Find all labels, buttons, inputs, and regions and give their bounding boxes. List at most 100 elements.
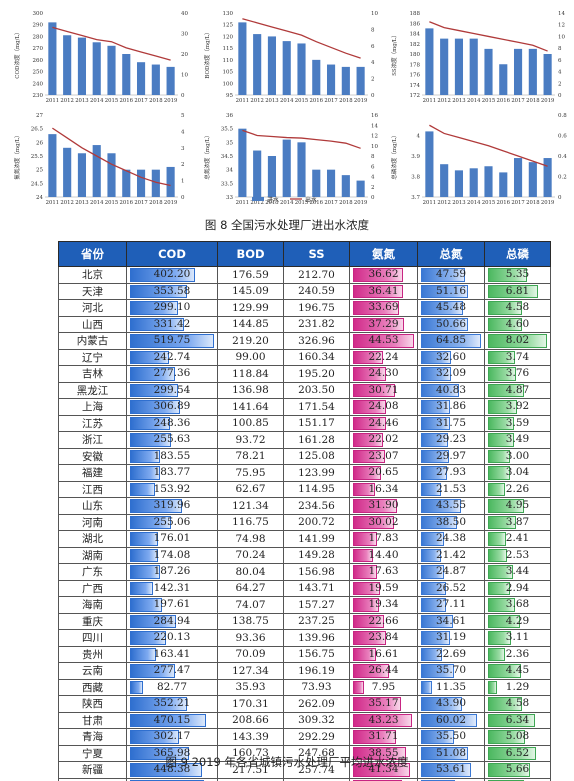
bod-cell: 74.98 — [217, 530, 284, 548]
ss-cell: 156.98 — [283, 563, 350, 581]
total-nitrogen-data-bar — [421, 598, 447, 612]
total-nitrogen-data-bar — [421, 779, 456, 781]
province-cell: 吉林 — [58, 365, 127, 383]
chart-5-left-tick: 36 — [226, 113, 233, 119]
ammonia-nitrogen-cell: 17.63 — [349, 563, 418, 581]
chart-4-left-tick: 26 — [36, 140, 43, 146]
total-nitrogen-cell: 27.11 — [417, 596, 485, 614]
bod-cell: 118.84 — [217, 365, 284, 383]
total-phosphorus-data-bar — [488, 581, 510, 595]
total-nitrogen-cell: 32.09 — [417, 365, 485, 383]
chart-5-x-tick: 2014 — [280, 200, 294, 205]
total-nitrogen-data-bar — [421, 614, 454, 628]
chart-5-right-tick: 0 — [371, 195, 375, 201]
cod-cell: 176.01 — [126, 530, 218, 548]
total-nitrogen-cell: 29.23 — [417, 431, 485, 449]
chart-1-ylabel: COD浓度（mg/L） — [13, 29, 21, 78]
total-phosphorus-cell: 3.44 — [484, 563, 551, 581]
chart-5-right-tick: 4 — [371, 175, 375, 181]
chart-4-x-tick: 2014 — [90, 200, 104, 205]
cod-data-bar — [130, 565, 161, 579]
total-phosphorus-data-bar — [488, 466, 511, 480]
total-phosphorus-value: 4.95 — [505, 499, 530, 511]
chart-3-right-tick: 0 — [558, 93, 562, 99]
cod-value: 142.31 — [153, 581, 191, 594]
ss-cell: 237.25 — [283, 612, 350, 630]
ammonia-nitrogen-data-bar — [353, 746, 406, 760]
total-phosphorus-cell: 5.35 — [484, 266, 551, 284]
chart-5-left-tick: 33.5 — [221, 181, 234, 187]
cod-value: 299.10 — [153, 301, 191, 313]
chart-3-left-tick: 172 — [410, 93, 421, 99]
table-row: 湖南 174.08 70.24 149.28 14.40 21.42 2.53 — [58, 546, 551, 564]
total-nitrogen-value: 24.87 — [435, 565, 467, 577]
chart-1-bar — [63, 35, 72, 95]
total-nitrogen-data-bar — [421, 284, 469, 298]
table-row: 江苏 248.36 100.85 151.17 24.46 31.75 3.59 — [58, 414, 551, 432]
total-nitrogen-value: 35.70 — [435, 664, 467, 676]
ammonia-nitrogen-value: 16.34 — [368, 482, 399, 495]
chart-3-left-tick: 174 — [410, 83, 421, 89]
cod-data-bar — [130, 268, 196, 282]
total-phosphorus-data-bar — [488, 433, 514, 447]
cod-data-bar — [130, 713, 207, 727]
ss-cell: 161.28 — [283, 431, 350, 449]
bod-cell: 141.64 — [217, 398, 284, 416]
chart-6-right-tick: 0.4 — [558, 154, 567, 160]
cod-data-bar — [130, 367, 175, 381]
province-cell: 云南 — [58, 662, 127, 680]
total-phosphorus-cell: 6.52 — [484, 744, 551, 762]
province-cell: 湖北 — [58, 530, 127, 548]
chart-2-bar — [356, 66, 365, 95]
chart-6-right-tick: 0.2 — [558, 175, 567, 181]
province-cell: 内蒙古 — [58, 332, 127, 350]
chart-3-right-tick: 10 — [558, 34, 565, 40]
chart-5-right-tick: 12 — [371, 134, 378, 140]
chart-1-x-tick: 2011 — [46, 98, 59, 104]
table-row: 江西 153.92 62.67 114.95 16.34 21.53 2.26 — [58, 480, 551, 498]
cod-value: 197.61 — [153, 598, 191, 610]
total-nitrogen-cell: 51.16 — [417, 282, 485, 300]
province-cell: 陕西 — [58, 695, 127, 713]
total-nitrogen-cell: 21.42 — [417, 546, 485, 564]
ammonia-nitrogen-cell: 22.02 — [349, 431, 418, 449]
chart-2-x-tick: 2018 — [339, 98, 353, 104]
cod-cell: 402.20 — [126, 266, 218, 284]
total-phosphorus-cell: 3.74 — [484, 348, 551, 366]
total-nitrogen-value: 27.11 — [435, 598, 467, 610]
chart-1-x-tick: 2019 — [164, 98, 178, 104]
total-nitrogen-value: 35.50 — [435, 730, 467, 742]
total-phosphorus-data-bar — [488, 565, 514, 579]
chart-5-x-tick: 2019 — [354, 200, 368, 205]
chart-2-x-tick: 2019 — [354, 98, 368, 104]
figure-9-table: 省份 COD BOD SS 氨氮 总氮 总磷 北京 402.20 176.59 212.70 36.… — [58, 241, 551, 781]
chart-6-x-tick: 2017 — [511, 200, 524, 205]
total-nitrogen-cell: 31.19 — [417, 629, 485, 647]
table-row: 黑龙江 299.54 136.98 203.50 30.71 40.83 4.87 — [58, 381, 551, 399]
total-phosphorus-cell: 4.58 — [484, 299, 551, 317]
chart-2-x-tick: 2016 — [310, 98, 324, 104]
bod-cell: 100.85 — [217, 414, 284, 432]
chart-3-bar — [454, 38, 464, 95]
total-nitrogen-cell: 50.66 — [417, 315, 485, 333]
ammonia-nitrogen-cell: 33.69 — [349, 299, 418, 317]
ammonia-nitrogen-value: 43.23 — [368, 713, 399, 726]
cod-data-bar — [130, 499, 182, 513]
chart-5-x-tick: 2016 — [310, 200, 324, 205]
total-nitrogen-value: 53.61 — [435, 763, 467, 775]
total-phosphorus-cell: 2.36 — [484, 645, 551, 663]
bod-cell: 70.09 — [217, 645, 284, 663]
cod-data-bar — [130, 763, 203, 777]
chart-2-left-tick: 120 — [223, 34, 234, 40]
chart-6-right-tick: 0 — [558, 195, 562, 201]
chart-4-x-tick: 2016 — [120, 200, 134, 205]
ss-cell: 240.59 — [283, 282, 350, 300]
cod-data-bar — [130, 697, 187, 711]
ss-cell: 160.34 — [283, 348, 350, 366]
chart-2-bar — [326, 64, 336, 95]
cod-data-bar — [130, 664, 175, 678]
cod-value: 82.77 — [156, 680, 188, 693]
chart-1-left-tick: 270 — [33, 46, 44, 52]
total-phosphorus-value: 4.58 — [505, 697, 530, 709]
chart-5-left-tick: 33 — [226, 195, 233, 201]
